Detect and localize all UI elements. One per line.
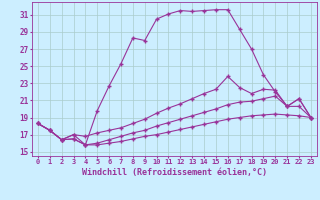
X-axis label: Windchill (Refroidissement éolien,°C): Windchill (Refroidissement éolien,°C) xyxy=(82,168,267,177)
